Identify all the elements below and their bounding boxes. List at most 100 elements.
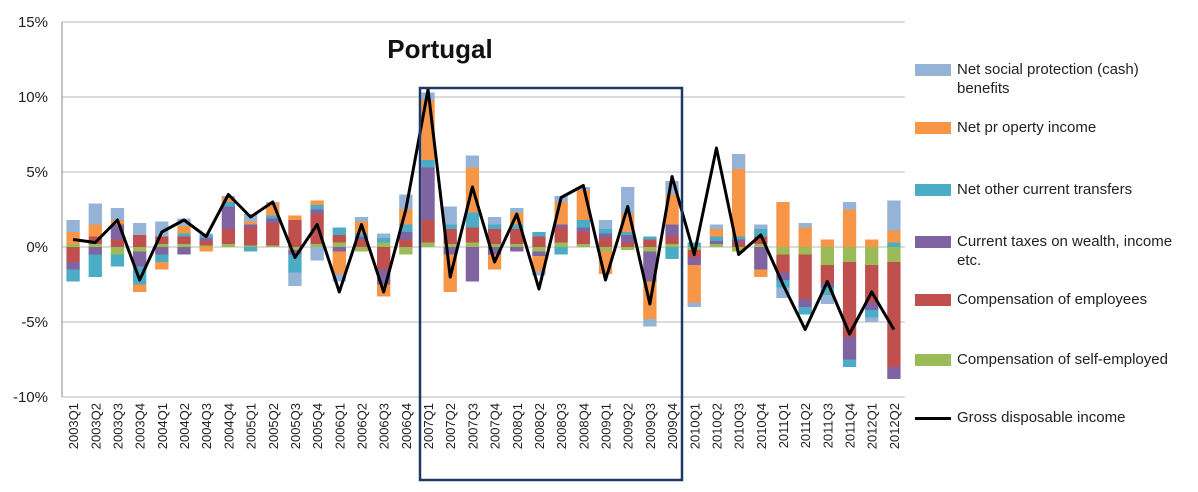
bar-segment xyxy=(754,247,768,270)
bar-segment xyxy=(554,247,568,255)
x-tick-label: 2003Q3 xyxy=(110,403,125,449)
x-tick-label: 2005Q1 xyxy=(244,403,259,449)
bar-segment xyxy=(643,319,657,327)
bar-segment xyxy=(177,244,191,247)
bar-segment xyxy=(332,274,346,282)
bar-segment xyxy=(310,244,324,247)
bar-segment xyxy=(510,224,524,229)
x-tick-label: 2007Q3 xyxy=(465,403,480,449)
bar-segment xyxy=(288,272,302,286)
bar-segment xyxy=(643,236,657,240)
bar-segment xyxy=(798,307,812,315)
bar-segment xyxy=(221,202,236,207)
bar-segment xyxy=(576,232,590,244)
bar-segment xyxy=(354,217,369,222)
bar-segment xyxy=(377,233,391,238)
bar-segment xyxy=(266,215,280,219)
x-tick-label: 2009Q4 xyxy=(665,403,680,449)
bar-segment xyxy=(177,226,191,234)
highlight-box xyxy=(418,86,684,482)
legend-swatch xyxy=(915,417,951,420)
bar-segment xyxy=(865,265,879,303)
bar-segment xyxy=(532,247,546,252)
x-tick-label: 2008Q2 xyxy=(532,403,547,449)
x-tick-label: 2010Q4 xyxy=(754,403,769,449)
bar-segment xyxy=(731,154,746,169)
bar-segment xyxy=(687,302,701,307)
y-tick-label: 0% xyxy=(26,239,48,256)
x-tick-label: 2006Q2 xyxy=(354,403,369,449)
bar-segment xyxy=(377,247,391,270)
bar-segment xyxy=(399,239,413,247)
bar-segment xyxy=(132,235,147,247)
legend-swatch xyxy=(915,64,951,76)
bar-segment xyxy=(288,254,302,273)
legend-item: Gross disposable income xyxy=(915,408,1190,427)
bar-segment xyxy=(155,262,169,270)
bar-segment xyxy=(731,236,746,240)
bar-segment xyxy=(687,242,701,247)
chart-title: Portugal xyxy=(387,34,492,64)
bar-segment xyxy=(465,247,480,282)
bar-segment xyxy=(621,235,635,243)
bar-segment xyxy=(399,224,413,232)
bar-segment xyxy=(776,272,790,280)
bar-segment xyxy=(465,155,480,168)
legend-label: Net social protection (cash) benefits xyxy=(957,61,1139,97)
x-tick-label: 2007Q1 xyxy=(421,403,436,449)
x-tick-label: 2009Q2 xyxy=(621,403,636,449)
bar-segment xyxy=(820,265,835,283)
bar-segment xyxy=(887,367,901,379)
x-tick-label: 2004Q3 xyxy=(199,403,214,449)
bar-segment xyxy=(354,239,369,247)
bar-segment xyxy=(598,229,613,234)
bar-segment xyxy=(354,247,369,252)
bar-segment xyxy=(842,337,857,360)
bar-segment xyxy=(643,247,657,252)
bar-segment xyxy=(709,241,724,244)
bar-segment xyxy=(177,236,191,244)
bar-segment xyxy=(332,227,346,235)
bar-segment xyxy=(110,247,125,255)
bar-segment xyxy=(510,208,524,213)
bar-segment xyxy=(665,236,679,244)
bar-segment xyxy=(820,247,835,265)
bar-segment xyxy=(776,202,790,247)
x-tick-label: 2008Q1 xyxy=(510,403,525,449)
bar-segment xyxy=(243,224,258,228)
bar-segment xyxy=(88,254,102,277)
bar-segment xyxy=(532,256,546,271)
bar-segment xyxy=(310,200,324,205)
bar-segment xyxy=(865,317,879,322)
bar-segment xyxy=(132,284,147,292)
bar-segment xyxy=(487,229,502,244)
bar-segment xyxy=(820,295,835,304)
bar-segment xyxy=(731,169,746,237)
bar-segment xyxy=(532,236,546,247)
bar-segment xyxy=(842,202,857,210)
bar-segment xyxy=(820,239,835,247)
bar-segment xyxy=(243,245,258,247)
bar-segment xyxy=(554,227,568,243)
y-tick-label: 10% xyxy=(18,89,48,106)
y-tick-label: 15% xyxy=(18,14,48,31)
bar-segment xyxy=(554,224,568,228)
x-tick-label: 2007Q4 xyxy=(488,403,503,449)
legend-label: Compensation of employees xyxy=(957,291,1148,308)
bar-segment xyxy=(487,217,502,225)
line xyxy=(72,88,896,336)
bar-segment xyxy=(798,227,812,247)
bar-segment xyxy=(754,224,768,229)
bar-segment xyxy=(865,302,879,310)
bar-segment xyxy=(110,254,125,267)
x-tick-label: 2010Q2 xyxy=(709,403,724,449)
bar-segment xyxy=(598,238,613,247)
bar-segment xyxy=(310,247,324,261)
bar-segment xyxy=(88,203,102,225)
legend-swatch xyxy=(915,184,951,196)
bar-segment xyxy=(177,247,191,255)
bar-segment xyxy=(221,244,236,247)
bar-segment xyxy=(621,232,635,235)
bar-segment xyxy=(155,221,169,237)
bar-segment xyxy=(598,247,613,252)
